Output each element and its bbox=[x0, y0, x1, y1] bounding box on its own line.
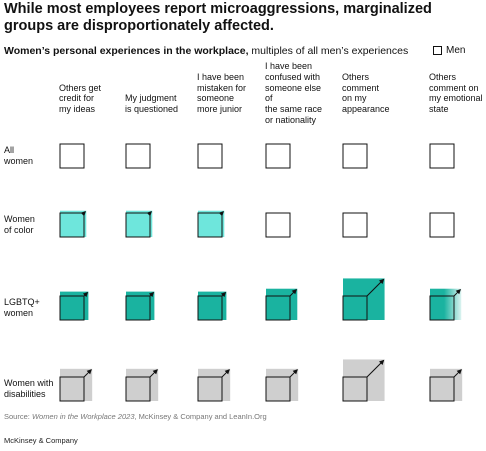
column-label-line: Others get bbox=[59, 82, 102, 93]
column-label-line: someone bbox=[197, 93, 235, 104]
row-label-line: women bbox=[4, 156, 34, 166]
column-label-line: the same race bbox=[265, 104, 323, 115]
men-baseline-box bbox=[429, 143, 455, 169]
men-baseline-box bbox=[342, 143, 368, 169]
growth-arrow bbox=[289, 369, 298, 378]
chart-headline: While most employees report microaggress… bbox=[4, 1, 432, 34]
row-label-line: LGBTQ+ bbox=[4, 297, 40, 307]
growth-arrow bbox=[366, 278, 385, 297]
men-baseline-box bbox=[265, 295, 291, 321]
column-label-line: mistaken for bbox=[197, 82, 247, 93]
row-label: Women with disabilities bbox=[4, 378, 59, 400]
row-label-line: of color bbox=[4, 225, 34, 235]
subtitle-normal: multiples of all men’s experiences bbox=[248, 45, 409, 57]
men-baseline-box bbox=[429, 212, 455, 238]
men-baseline-box bbox=[197, 376, 223, 402]
brand-footer: McKinsey & Company bbox=[4, 436, 78, 445]
row-label: All women bbox=[4, 145, 59, 167]
growth-arrow bbox=[366, 359, 385, 378]
value-square bbox=[198, 210, 225, 237]
column-label: Others get credit for my ideas bbox=[59, 83, 123, 115]
men-legend-label: Men bbox=[446, 45, 466, 56]
men-baseline-box bbox=[342, 295, 368, 321]
column-label-line: comment on bbox=[429, 82, 479, 93]
men-baseline-box bbox=[59, 376, 85, 402]
column-label-line: or nationality bbox=[265, 114, 317, 125]
row-label-line: disabilities bbox=[4, 389, 46, 399]
legend: Men bbox=[433, 45, 465, 56]
column-label-line: appearance bbox=[342, 104, 390, 115]
growth-arrow bbox=[220, 291, 227, 298]
men-baseline-box bbox=[429, 295, 455, 321]
growth-arrow bbox=[453, 369, 462, 378]
column-label: I have been confused with someone else of t… bbox=[265, 61, 329, 126]
growth-arrow bbox=[80, 211, 86, 217]
row-label-line: All bbox=[4, 145, 15, 155]
men-baseline-box bbox=[125, 376, 151, 402]
men-baseline-box bbox=[265, 143, 291, 169]
column-label-line: comment bbox=[342, 82, 380, 93]
column-label-line: credit for bbox=[59, 93, 95, 104]
men-baseline-box bbox=[342, 212, 368, 238]
men-baseline-box bbox=[265, 212, 291, 238]
men-baseline-box bbox=[59, 212, 85, 238]
column-label-line: more junior bbox=[197, 104, 243, 115]
subtitle-bold: Women’s personal experiences in the work… bbox=[4, 45, 249, 57]
value-square bbox=[126, 210, 153, 237]
column-label: I have been mistaken for someone more junio… bbox=[197, 72, 261, 115]
growth-arrow bbox=[146, 211, 152, 217]
column-label-line: Others bbox=[342, 71, 370, 82]
column-label-line: Others bbox=[429, 71, 457, 82]
column-label-line: on my bbox=[342, 93, 367, 104]
row-label: Women of color bbox=[4, 214, 59, 236]
men-baseline-box bbox=[59, 295, 85, 321]
men-legend-swatch bbox=[433, 46, 442, 55]
column-label: My judgment is questioned bbox=[125, 93, 189, 115]
men-baseline-box bbox=[342, 376, 368, 402]
column-label-line: my emotional bbox=[429, 93, 483, 104]
men-baseline-box bbox=[265, 376, 291, 402]
men-baseline-box bbox=[125, 212, 151, 238]
column-label-line: my ideas bbox=[59, 104, 96, 115]
men-baseline-box bbox=[59, 143, 85, 169]
growth-arrow bbox=[83, 369, 92, 378]
growth-arrow bbox=[221, 369, 230, 378]
column-label-line: I have been bbox=[197, 71, 245, 82]
chart-subtitle: Women’s personal experiences in the work… bbox=[4, 45, 408, 57]
growth-arrow bbox=[289, 289, 297, 297]
growth-arrow bbox=[82, 291, 89, 298]
men-baseline-box bbox=[197, 295, 223, 321]
growth-arrow bbox=[218, 211, 224, 217]
row-label-line: women bbox=[4, 308, 34, 318]
source-note: Source: Women in the Workplace 2023, McK… bbox=[4, 412, 267, 421]
column-label-line: confused with bbox=[265, 71, 321, 82]
column-label: Others comment on my appearance bbox=[342, 72, 406, 115]
column-label-line: My judgment bbox=[125, 93, 177, 104]
column-label-line: someone else of bbox=[265, 82, 322, 104]
column-label-line: is questioned bbox=[125, 104, 179, 115]
men-baseline-box bbox=[197, 212, 223, 238]
row-label-line: Women with bbox=[4, 378, 54, 388]
men-baseline-box bbox=[429, 376, 455, 402]
men-baseline-box bbox=[125, 143, 151, 169]
column-label-line: state bbox=[429, 104, 449, 115]
column-label-line: I have been bbox=[265, 61, 313, 71]
value-square bbox=[60, 210, 87, 237]
source-rest: , McKinsey & Company and LeanIn.Org bbox=[134, 412, 267, 421]
growth-arrow bbox=[149, 369, 158, 378]
growth-arrow bbox=[148, 291, 155, 298]
column-label: Others comment on my emotional state bbox=[429, 72, 486, 115]
men-baseline-box bbox=[197, 143, 223, 169]
men-baseline-box bbox=[125, 295, 151, 321]
growth-arrow bbox=[453, 289, 461, 297]
chart-plot bbox=[59, 143, 463, 402]
source-title: Women in the Workplace 2023 bbox=[31, 412, 135, 421]
row-label: LGBTQ+ women bbox=[4, 297, 59, 319]
row-label-line: Women bbox=[4, 214, 35, 224]
source-prefix: Source: bbox=[4, 412, 32, 421]
